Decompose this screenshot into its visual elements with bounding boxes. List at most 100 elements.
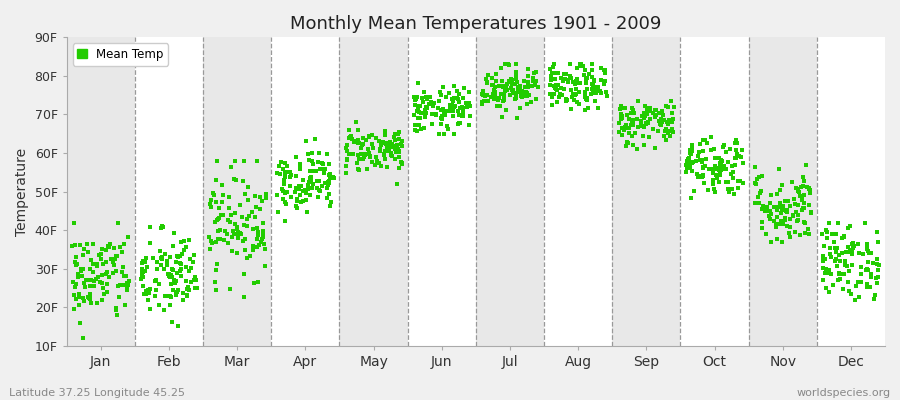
Point — [803, 190, 817, 196]
Point — [614, 115, 628, 121]
Point — [351, 152, 365, 158]
Point — [593, 65, 608, 71]
Point — [841, 224, 855, 231]
Point — [543, 82, 557, 88]
Point — [529, 69, 544, 76]
Point — [489, 71, 503, 77]
Point — [828, 258, 842, 264]
Point — [704, 165, 718, 172]
Point — [377, 148, 392, 154]
Point — [119, 273, 133, 280]
Point — [139, 291, 153, 298]
Point — [860, 241, 874, 247]
Point — [684, 195, 698, 201]
Point — [679, 169, 693, 175]
Point — [322, 171, 337, 177]
Point — [72, 291, 86, 298]
Point — [408, 122, 422, 128]
Point — [208, 218, 222, 225]
Point — [366, 145, 381, 152]
Point — [778, 208, 793, 214]
Point — [138, 259, 152, 265]
Point — [775, 239, 789, 245]
Point — [505, 81, 519, 87]
Point — [378, 132, 392, 138]
Point — [619, 142, 634, 149]
Point — [707, 165, 722, 171]
Point — [383, 144, 398, 150]
Point — [352, 140, 366, 146]
Point — [587, 86, 601, 93]
Point — [622, 130, 636, 136]
Point — [160, 258, 175, 264]
Point — [520, 92, 535, 99]
Point — [392, 165, 406, 171]
Point — [796, 183, 810, 190]
Point — [860, 248, 875, 254]
Point — [559, 98, 573, 104]
Bar — [612, 37, 680, 346]
Bar — [203, 37, 271, 346]
Point — [870, 256, 885, 262]
Point — [182, 268, 196, 274]
Point — [729, 146, 743, 153]
Point — [295, 176, 310, 183]
Point — [630, 115, 644, 122]
Point — [788, 229, 803, 235]
Point — [696, 164, 710, 170]
Point — [409, 96, 423, 102]
Point — [388, 144, 402, 150]
Point — [276, 176, 291, 183]
Point — [80, 241, 94, 247]
Point — [475, 92, 490, 99]
Point — [685, 141, 699, 148]
Point — [462, 100, 476, 106]
Point — [586, 82, 600, 88]
Point — [168, 278, 183, 284]
Point — [711, 167, 725, 174]
Point — [547, 70, 562, 76]
Point — [139, 288, 153, 294]
Point — [346, 150, 360, 157]
Point — [832, 270, 846, 277]
Point — [645, 109, 660, 116]
Point — [236, 178, 250, 184]
Point — [243, 252, 257, 259]
Point — [692, 157, 706, 164]
Point — [692, 149, 706, 156]
Point — [230, 226, 245, 232]
Point — [823, 270, 837, 277]
Point — [570, 98, 584, 105]
Point — [619, 112, 634, 118]
Point — [255, 198, 269, 204]
Point — [788, 201, 803, 208]
Text: Latitude 37.25 Longitude 45.25: Latitude 37.25 Longitude 45.25 — [9, 388, 185, 398]
Point — [67, 306, 81, 312]
Point — [409, 102, 423, 108]
Point — [209, 198, 223, 205]
Point — [174, 239, 188, 246]
Point — [223, 286, 238, 292]
Point — [437, 110, 452, 116]
Point — [566, 79, 580, 85]
Point — [830, 245, 844, 251]
Point — [256, 230, 270, 236]
Point — [277, 218, 292, 224]
Point — [187, 251, 202, 258]
Point — [755, 203, 770, 209]
Point — [522, 92, 536, 98]
Point — [69, 281, 84, 287]
Point — [361, 146, 375, 152]
Point — [248, 280, 262, 286]
Point — [278, 198, 293, 205]
Point — [730, 140, 744, 146]
Point — [278, 170, 293, 176]
Point — [214, 182, 229, 188]
Point — [494, 90, 508, 97]
Point — [369, 135, 383, 142]
Bar — [749, 37, 817, 346]
Point — [572, 101, 586, 107]
Point — [797, 220, 812, 226]
Point — [340, 141, 355, 148]
Point — [315, 183, 329, 189]
